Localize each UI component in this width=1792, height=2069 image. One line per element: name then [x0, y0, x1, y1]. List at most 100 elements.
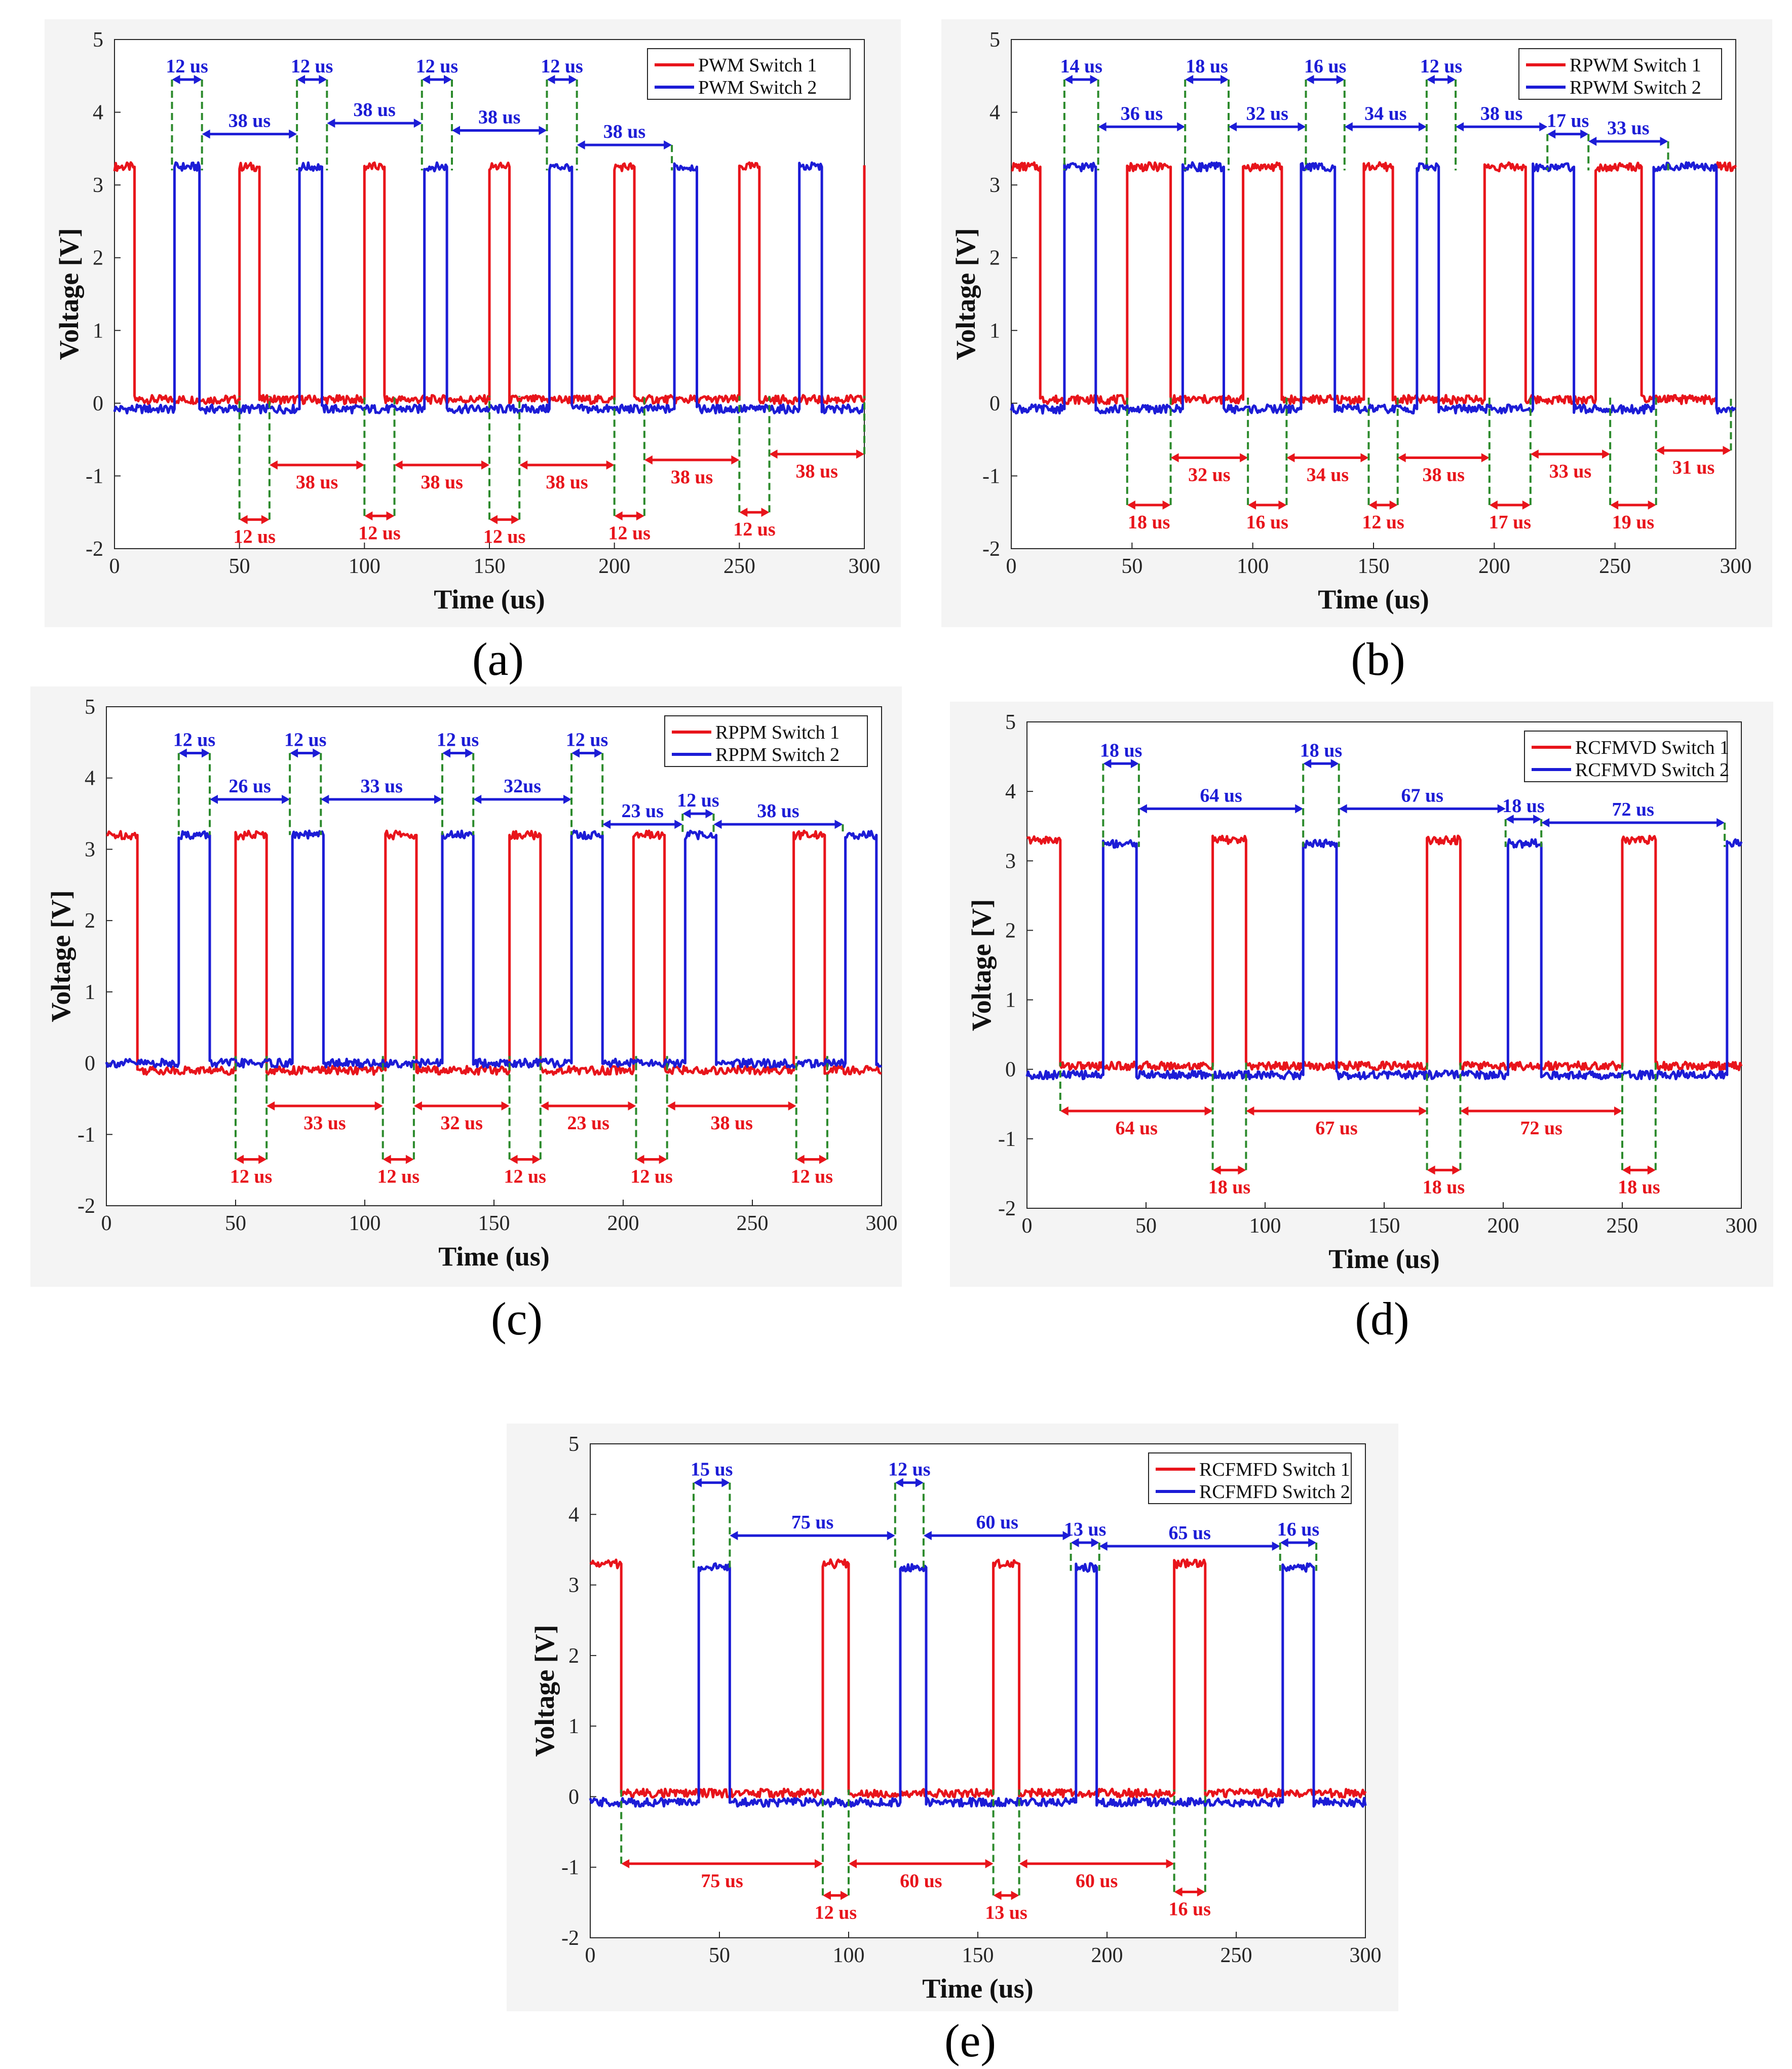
x-tick-label: 250	[1221, 1944, 1252, 1967]
top-annotation-arrowhead-left	[682, 809, 691, 819]
y-tick-label: 4	[1005, 780, 1016, 803]
bottom-annotation-label: 38 us	[296, 472, 338, 493]
x-tick-label: 300	[1350, 1944, 1382, 1967]
bottom-annotation-label: 38 us	[671, 467, 713, 488]
bottom-annotation-arrowhead-left	[1286, 453, 1295, 463]
x-tick-label: 250	[1607, 1214, 1638, 1238]
y-tick-label: 1	[85, 981, 95, 1004]
top-annotation-arrowhead-left	[172, 74, 180, 84]
x-tick-label: 0	[585, 1944, 596, 1967]
bottom-annotation-label: 18 us	[1618, 1177, 1660, 1198]
x-tick-label: 100	[833, 1944, 865, 1967]
bottom-annotation-arrowhead-left	[266, 1101, 275, 1110]
top-annotation-label: 34 us	[1364, 103, 1406, 124]
top-annotation-arrowhead-left	[1280, 1538, 1288, 1547]
x-tick-label: 250	[737, 1212, 769, 1235]
x-tick-label: 100	[349, 1212, 381, 1235]
x-tick-label: 300	[866, 1212, 898, 1235]
x-tick-label: 300	[1726, 1214, 1758, 1238]
bottom-annotation-label: 12 us	[733, 519, 775, 540]
bottom-annotation-arrowhead-right	[1614, 1106, 1622, 1116]
bottom-annotation-arrowhead-left	[1170, 453, 1179, 463]
bottom-annotation-arrowhead-right	[1481, 453, 1490, 463]
top-annotation-arrowhead-right	[1580, 129, 1589, 139]
caption-d: (d)	[1355, 1293, 1409, 1345]
bottom-annotation-label: 60 us	[1076, 1870, 1118, 1892]
y-tick-label: -1	[982, 465, 1000, 488]
legend-box	[647, 48, 851, 100]
top-annotation-arrowhead-right	[1062, 1531, 1071, 1541]
y-tick-label: -2	[78, 1195, 95, 1218]
bottom-annotation-label: 38 us	[546, 472, 588, 493]
chart-panel-d: 0 50 100 150 200 250 300 -2 -1 0 1 2 3 4 5 Time (us) Vol…	[950, 702, 1773, 1287]
x-tick-label: 200	[598, 555, 630, 578]
top-annotation-arrowhead-left	[1064, 74, 1073, 84]
bottom-annotation-label: 16 us	[1168, 1898, 1210, 1920]
bottom-annotation-arrowhead-left	[383, 1155, 391, 1164]
x-tick-label: 150	[962, 1944, 994, 1967]
bottom-annotation-arrowhead-left	[796, 1155, 805, 1164]
top-annotation-arrowhead-left	[422, 74, 430, 84]
x-tick-label: 200	[607, 1212, 639, 1235]
top-annotation-arrowhead-left	[1344, 122, 1353, 132]
series-1-waveform	[1026, 834, 1743, 1071]
top-annotation-arrowhead-left	[290, 748, 298, 758]
y-tick-label: 2	[568, 1644, 579, 1668]
bottom-annotation-arrowhead-right	[1166, 1859, 1174, 1868]
y-tick-label: 2	[1005, 919, 1016, 942]
top-annotation-arrowhead-left	[547, 74, 555, 84]
x-tick-label: 0	[109, 555, 120, 578]
top-annotation-label: 33 us	[360, 776, 402, 797]
top-annotation-arrowhead-left	[327, 119, 335, 128]
top-annotation-arrowhead-left	[1339, 804, 1347, 814]
bottom-annotation-arrowhead-left	[239, 515, 248, 524]
top-annotation-arrowhead-left	[297, 74, 306, 84]
legend-entry-2: RPPM Switch 2	[715, 744, 840, 765]
bottom-annotation-arrowhead-left	[1622, 1165, 1630, 1175]
top-annotation-arrowhead-left	[452, 126, 460, 135]
plot-area	[590, 1443, 1366, 1938]
bottom-annotation-label: 12 us	[815, 1902, 857, 1923]
y-axis-label: Voltage [V]	[529, 1625, 560, 1756]
x-axis-label: Time (us)	[922, 1973, 1034, 2004]
x-axis-label: Time (us)	[1328, 1244, 1440, 1274]
y-tick-label: 5	[85, 696, 95, 719]
bottom-annotation-label: 12 us	[358, 522, 400, 544]
bottom-annotation-arrowhead-left	[1019, 1859, 1027, 1868]
series-2-waveform	[589, 1562, 1367, 1808]
bottom-annotation-arrowhead-left	[769, 449, 778, 459]
bottom-annotation-label: 23 us	[567, 1113, 609, 1134]
bottom-annotation-arrowhead-left	[1246, 1106, 1254, 1116]
top-annotation-label: 12 us	[284, 729, 326, 750]
bottom-annotation-label: 12 us	[504, 1166, 546, 1187]
top-annotation-arrowhead-right	[282, 794, 290, 804]
legend-box	[1148, 1452, 1352, 1504]
top-annotation-arrowhead-right	[563, 794, 571, 804]
chart-d-svg: 0 50 100 150 200 250 300 -2 -1 0 1 2 3 4 5 Time (us) Vol…	[966, 711, 1758, 1274]
y-tick-label: 5	[568, 1433, 579, 1456]
top-annotation-arrowhead-left	[895, 1478, 903, 1487]
y-axis-label: Voltage [V]	[966, 899, 997, 1031]
bottom-annotation-arrowhead-left	[236, 1155, 244, 1164]
bottom-annotation-label: 64 us	[1115, 1118, 1157, 1139]
y-tick-label: 1	[568, 1715, 579, 1738]
bottom-annotation-arrowhead-left	[614, 511, 623, 521]
bottom-annotation-arrowhead-left	[1656, 446, 1664, 455]
bottom-annotation-arrowhead-left	[1127, 500, 1135, 510]
bottom-annotation-label: 75 us	[701, 1870, 743, 1892]
bottom-annotation-arrowhead-right	[659, 1155, 667, 1164]
top-annotation-arrowhead-left	[442, 748, 450, 758]
top-annotation-arrowhead-right	[1090, 74, 1098, 84]
top-annotation-arrowhead-right	[289, 129, 297, 139]
bottom-annotation-label: 17 us	[1489, 512, 1531, 533]
top-annotation-arrowhead-right	[1091, 1538, 1099, 1547]
y-tick-label: 3	[568, 1574, 579, 1597]
bottom-annotation-arrowhead-right	[374, 1101, 383, 1110]
bottom-annotation-label: 31 us	[1672, 457, 1714, 478]
legend-entry-2: RPWM Switch 2	[1570, 77, 1701, 98]
top-annotation-label: 12 us	[541, 56, 583, 77]
top-annotation-arrowhead-left	[1588, 137, 1597, 146]
bottom-annotation-arrowhead-left	[509, 1155, 518, 1164]
bottom-annotation-label: 33 us	[1549, 461, 1591, 482]
bottom-annotation-arrowhead-right	[1648, 500, 1656, 510]
